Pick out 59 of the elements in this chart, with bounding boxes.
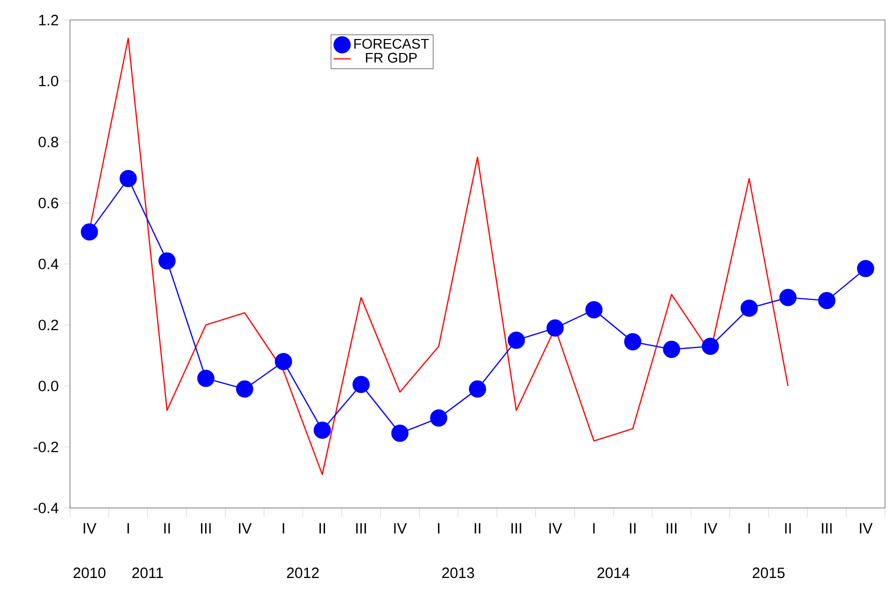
point bbox=[391, 424, 408, 442]
y-tick-label: 0.8 bbox=[38, 136, 58, 148]
y-tick-label: -0.2 bbox=[34, 442, 58, 452]
point bbox=[818, 292, 836, 310]
point bbox=[352, 376, 370, 394]
text: 2012 bbox=[286, 568, 319, 578]
y-tick-label: 1.2 bbox=[39, 14, 58, 26]
point bbox=[80, 223, 98, 241]
x-tick-label: I bbox=[438, 523, 440, 534]
y-tick-label: 0.6 bbox=[38, 198, 58, 208]
text: 2013 bbox=[442, 568, 474, 578]
x-tick-label: III bbox=[356, 523, 366, 534]
point bbox=[857, 260, 874, 278]
x-tick-label: IV bbox=[394, 523, 407, 534]
x-tick-label: III bbox=[200, 523, 211, 534]
point bbox=[120, 170, 137, 188]
text: 2014 bbox=[597, 568, 630, 578]
x-tick-label: I bbox=[748, 523, 750, 534]
y-tick-label: -0.4 bbox=[34, 502, 58, 514]
x-tick-label: II bbox=[474, 523, 480, 534]
y-tick-label: 0.4 bbox=[38, 258, 58, 270]
point bbox=[546, 319, 564, 337]
legend-label: FORECAST bbox=[354, 38, 429, 49]
point bbox=[740, 300, 758, 317]
y-tick-label: 1.0 bbox=[39, 76, 58, 86]
x-tick-label: I bbox=[593, 523, 595, 534]
x-tick-label: II bbox=[785, 523, 791, 534]
x-tick-label: II bbox=[630, 523, 636, 534]
point bbox=[508, 332, 525, 349]
text: 2011 bbox=[132, 568, 163, 578]
text: 2015 bbox=[752, 568, 785, 578]
x-tick-label: III bbox=[666, 523, 676, 534]
x-tick-label: I bbox=[128, 523, 129, 534]
text: 2010 bbox=[74, 568, 106, 578]
point bbox=[158, 252, 176, 270]
y-tick-label: 0.2 bbox=[38, 320, 58, 330]
point bbox=[197, 370, 214, 387]
point bbox=[624, 333, 642, 350]
x-tick-label: III bbox=[511, 523, 522, 534]
x-tick-label: II bbox=[164, 523, 170, 534]
point bbox=[274, 352, 292, 370]
point bbox=[702, 338, 719, 355]
point bbox=[468, 380, 486, 398]
point bbox=[314, 422, 331, 439]
point bbox=[779, 288, 797, 306]
point bbox=[236, 380, 254, 398]
x-tick-label: IV bbox=[704, 523, 718, 534]
x-tick-label: IV bbox=[860, 523, 873, 534]
x-tick-label: IV bbox=[84, 523, 96, 534]
point bbox=[662, 340, 680, 358]
point bbox=[585, 301, 603, 318]
x-tick-label: IV bbox=[549, 523, 562, 534]
x-tick-label: II bbox=[319, 523, 326, 534]
x-tick-label: I bbox=[282, 523, 284, 534]
x-tick-label: IV bbox=[238, 523, 252, 534]
x-tick-label: III bbox=[822, 523, 832, 534]
y-tick-label: 0.0 bbox=[38, 380, 58, 392]
point bbox=[430, 409, 448, 427]
legend-label: FR GDP bbox=[366, 52, 417, 63]
